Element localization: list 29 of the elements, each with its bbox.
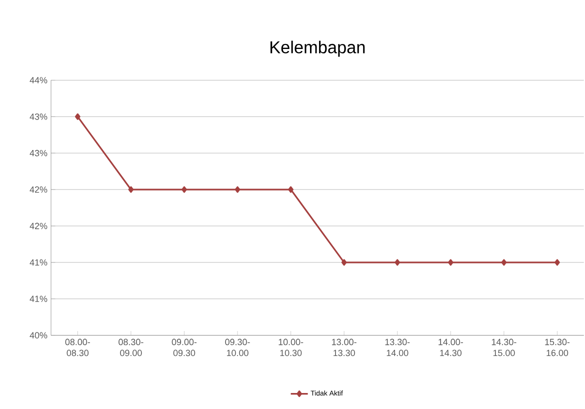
x-tick-label: 13.00- 13.30 — [332, 338, 356, 356]
y-tick-label: 44% — [30, 77, 48, 84]
y-tick-label: 43% — [30, 113, 48, 120]
point — [341, 259, 347, 266]
x-tick-label: 15.30- 16.00 — [545, 338, 570, 356]
x-tick-label: 14.00- 14.30 — [438, 338, 463, 356]
y-tick-label: 43% — [30, 150, 48, 156]
point — [448, 259, 454, 266]
y-tick-label: 40% — [30, 332, 48, 338]
x-tick-label: 10.00- 10.30 — [278, 338, 304, 356]
point — [128, 186, 134, 193]
x-tick-label: 14.30- 15.00 — [492, 338, 516, 356]
point — [501, 259, 507, 266]
x-tick-label: 13.30- 14.00 — [385, 338, 410, 356]
point — [394, 259, 400, 266]
y-tick-label: 41% — [30, 296, 48, 302]
point — [234, 186, 240, 193]
point — [554, 259, 560, 266]
point — [288, 186, 294, 193]
y-tick-label: 41% — [30, 259, 48, 266]
x-tick-label: 08.30- 09.00 — [118, 338, 144, 356]
y-tick-label: 42% — [30, 186, 48, 193]
y-tick-label: 42% — [30, 222, 48, 230]
chart-title: Kelembapan — [270, 40, 365, 57]
x-tick-label: 08.00- 08.30 — [65, 338, 90, 356]
x-tick-label: 09.30- 10.00 — [225, 338, 250, 356]
point — [74, 113, 80, 120]
x-tick-label: 09.00- 09.30 — [172, 338, 197, 356]
point — [182, 186, 187, 193]
